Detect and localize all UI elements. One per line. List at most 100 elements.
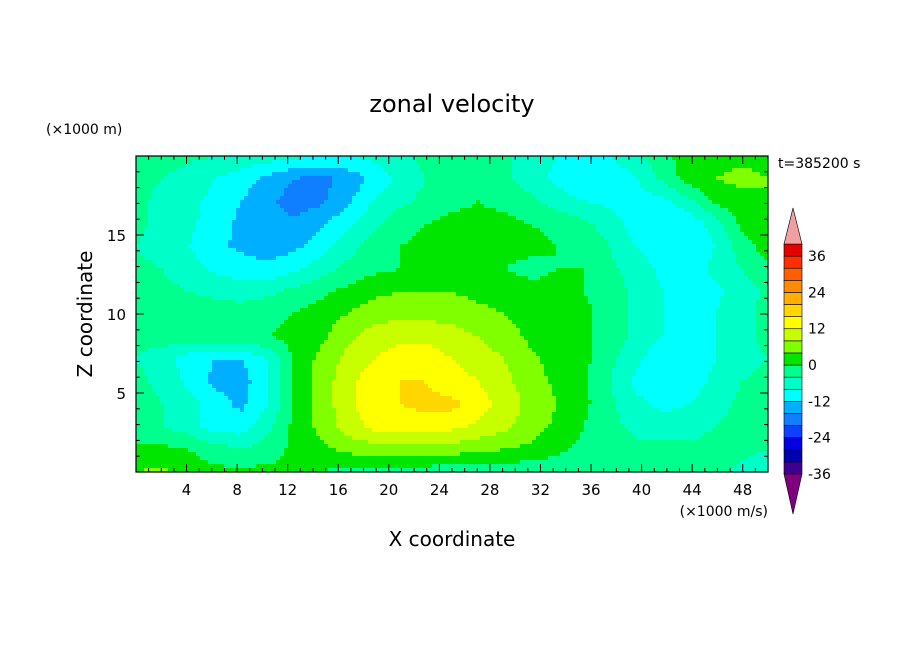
field-cell xyxy=(448,176,453,181)
field-cell xyxy=(624,204,629,209)
field-cell xyxy=(320,196,325,201)
field-cell xyxy=(196,264,201,269)
field-cell xyxy=(228,216,233,221)
field-cell xyxy=(244,224,249,229)
field-cell xyxy=(600,164,605,169)
field-cell xyxy=(736,260,741,265)
field-cell xyxy=(140,248,145,253)
field-cell xyxy=(244,256,249,261)
field-cell xyxy=(580,264,585,269)
field-cell xyxy=(528,240,533,245)
field-cell xyxy=(312,196,317,201)
field-cell xyxy=(356,228,361,233)
field-cell xyxy=(200,260,205,265)
field-cell xyxy=(336,172,341,177)
field-cell xyxy=(400,188,405,193)
field-cell xyxy=(612,216,617,221)
field-cell xyxy=(348,224,353,229)
field-cell xyxy=(276,160,281,165)
field-cell xyxy=(528,228,533,233)
field-cell xyxy=(500,268,505,273)
field-cell xyxy=(228,156,233,161)
field-cell xyxy=(328,168,333,173)
field-cell xyxy=(632,176,637,181)
field-cell xyxy=(412,268,417,273)
field-cell xyxy=(272,264,277,269)
field-cell xyxy=(672,256,677,261)
field-cell xyxy=(408,232,413,237)
field-cell xyxy=(440,172,445,177)
field-cell xyxy=(376,276,381,281)
field-cell xyxy=(564,212,569,217)
field-cell xyxy=(604,196,609,201)
field-cell xyxy=(748,160,753,165)
field-cell xyxy=(284,156,289,161)
field-cell xyxy=(308,204,313,209)
field-cell xyxy=(168,272,173,277)
field-cell xyxy=(256,196,261,201)
field-cell xyxy=(516,160,521,165)
field-cell xyxy=(332,196,337,201)
field-cell xyxy=(136,212,141,217)
field-cell xyxy=(348,164,353,169)
field-cell xyxy=(372,216,377,221)
field-cell xyxy=(220,212,225,217)
field-cell xyxy=(256,192,261,197)
field-cell xyxy=(384,192,389,197)
field-cell xyxy=(384,276,389,281)
field-cell xyxy=(564,236,569,241)
field-cell xyxy=(440,200,445,205)
field-cell xyxy=(344,164,349,169)
field-cell xyxy=(636,276,641,281)
field-cell xyxy=(200,184,205,189)
field-cell xyxy=(224,208,229,213)
field-cell xyxy=(324,232,329,237)
field-cell xyxy=(208,232,213,237)
field-cell xyxy=(660,272,665,277)
field-cell xyxy=(336,228,341,233)
field-cell xyxy=(172,256,177,261)
field-cell xyxy=(532,160,537,165)
field-cell xyxy=(492,232,497,237)
field-cell xyxy=(228,172,233,177)
field-cell xyxy=(448,172,453,177)
field-cell xyxy=(696,160,701,165)
field-cell xyxy=(344,156,349,161)
field-cell xyxy=(308,212,313,217)
field-cell xyxy=(156,236,161,241)
field-cell xyxy=(320,204,325,209)
field-cell xyxy=(244,164,249,169)
field-cell xyxy=(380,180,385,185)
field-cell xyxy=(748,164,753,169)
field-cell xyxy=(196,164,201,169)
field-cell xyxy=(652,180,657,185)
field-cell xyxy=(344,192,349,197)
field-cell xyxy=(624,160,629,165)
field-cell xyxy=(216,196,221,201)
field-cell xyxy=(740,256,745,261)
field-cell xyxy=(424,220,429,225)
field-cell xyxy=(296,280,301,285)
field-cell xyxy=(144,252,149,257)
field-cell xyxy=(504,248,509,253)
field-cell xyxy=(744,232,749,237)
field-cell xyxy=(316,188,321,193)
field-cell xyxy=(260,196,265,201)
field-cell xyxy=(692,184,697,189)
field-cell xyxy=(700,188,705,193)
field-cell xyxy=(444,244,449,249)
field-cell xyxy=(344,236,349,241)
field-cell xyxy=(504,160,509,165)
field-cell xyxy=(724,176,729,181)
field-cell xyxy=(316,192,321,197)
field-cell xyxy=(292,216,297,221)
field-cell xyxy=(356,196,361,201)
field-cell xyxy=(752,164,757,169)
field-cell xyxy=(672,260,677,265)
field-cell xyxy=(424,272,429,277)
field-cell xyxy=(692,232,697,237)
field-cell xyxy=(184,220,189,225)
field-cell xyxy=(644,232,649,237)
field-cell xyxy=(208,212,213,217)
field-cell xyxy=(312,280,317,285)
